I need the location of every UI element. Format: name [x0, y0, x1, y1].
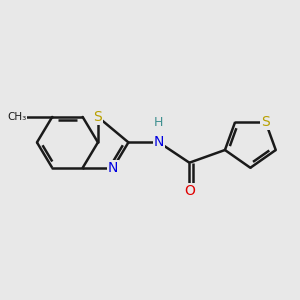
Text: O: O [184, 184, 195, 198]
Text: S: S [94, 110, 102, 124]
Text: S: S [261, 115, 270, 129]
Text: CH₃: CH₃ [7, 112, 26, 122]
Text: N: N [154, 135, 164, 149]
Text: N: N [108, 161, 119, 175]
Text: H: H [154, 116, 164, 129]
